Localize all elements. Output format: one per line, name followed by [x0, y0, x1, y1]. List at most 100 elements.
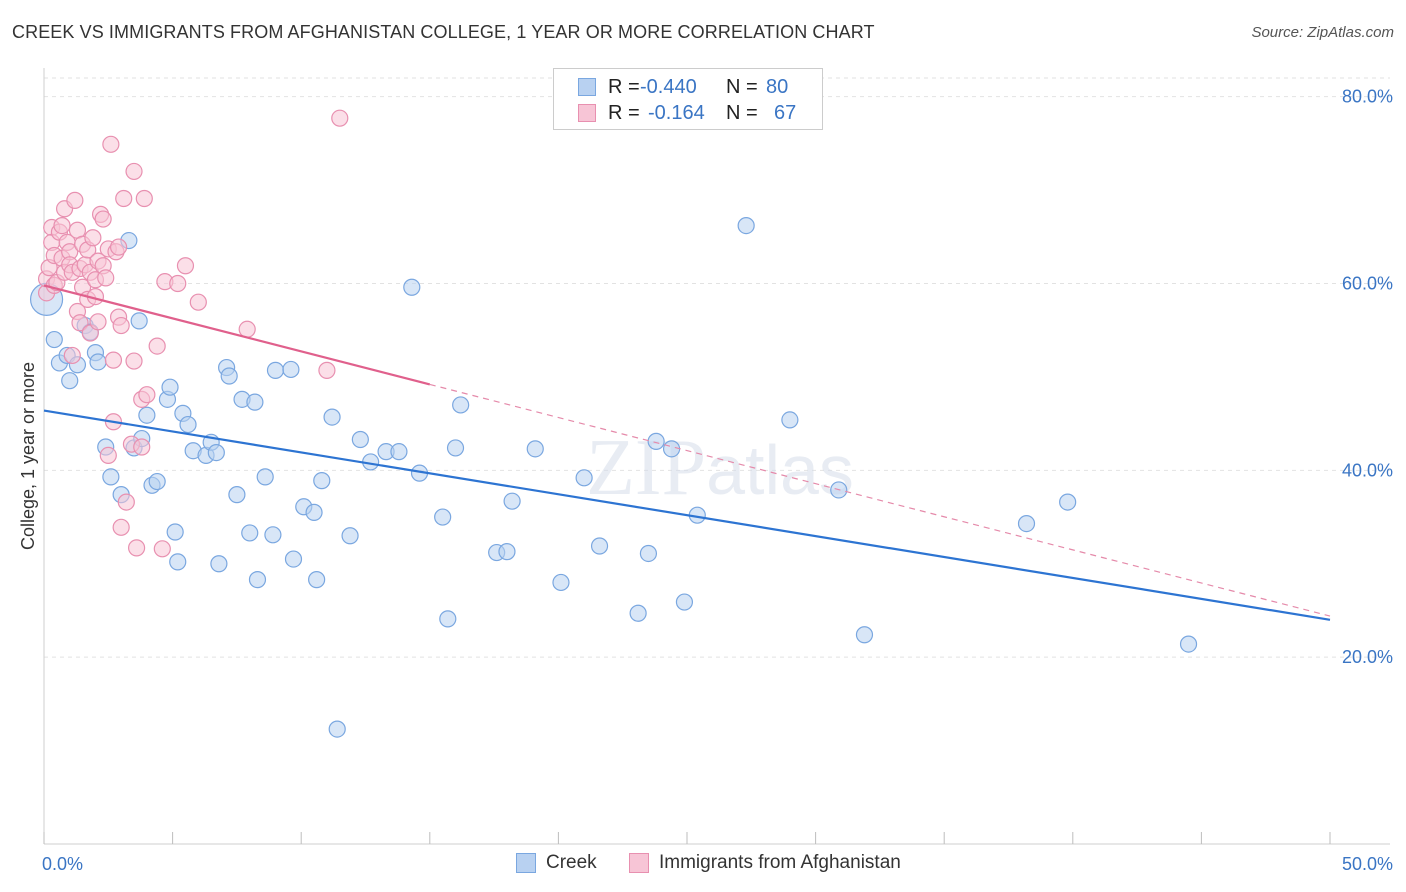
creek-point	[351, 430, 369, 449]
legend-n-label: N =	[726, 75, 758, 98]
creek-point	[284, 550, 303, 568]
creek-point	[207, 443, 225, 462]
creek-point	[179, 415, 197, 434]
afghanistan-point	[125, 162, 143, 181]
bottom-legend-creek: Creek	[516, 852, 597, 874]
creek-point	[552, 573, 570, 592]
axes	[43, 68, 1390, 845]
creek-point	[102, 468, 120, 486]
creek-point	[452, 396, 470, 414]
creek-point	[575, 469, 593, 487]
afghanistan-trend-extension	[429, 383, 1331, 617]
series-creek	[29, 216, 1198, 738]
watermark: ZIPatlas	[586, 424, 854, 512]
x-tick-labels: 0.0% 50.0%	[42, 854, 1393, 874]
legend-r-label: R =	[608, 101, 640, 124]
creek-point	[246, 393, 264, 411]
creek-point	[503, 492, 521, 510]
source-label: Source: ZipAtlas.com	[1251, 24, 1394, 41]
creek-trend-line	[43, 409, 1331, 621]
creek-point	[390, 443, 408, 461]
creek-point	[308, 571, 326, 589]
afghanistan-point	[153, 540, 171, 558]
afghanistan-point	[71, 314, 89, 332]
afghanistan-trend-line	[43, 284, 431, 386]
creek-point	[737, 216, 755, 235]
x-tick-label: 50.0%	[1342, 854, 1393, 874]
afghanistan-point	[104, 351, 123, 369]
afghanistan-point	[127, 539, 146, 557]
x-tick-label: 0.0%	[42, 854, 83, 874]
afghanistan-point	[99, 446, 117, 464]
creek-point	[264, 526, 282, 544]
creek-point	[241, 524, 259, 542]
afghanistan-point	[109, 238, 128, 256]
creek-point	[210, 555, 228, 573]
legend-r-value: -0.164	[648, 101, 705, 124]
afghanistan-point	[112, 316, 130, 335]
y-tick-label: 60.0%	[1342, 274, 1393, 294]
afghanistan-point	[66, 191, 84, 209]
creek-point	[169, 553, 187, 571]
afghanistan-point	[331, 109, 349, 127]
creek-point	[341, 527, 359, 545]
creek-point	[639, 544, 658, 563]
y-tick-label: 40.0%	[1342, 460, 1393, 480]
creek-point	[590, 537, 609, 555]
creek-point	[498, 543, 516, 561]
creek-point	[629, 604, 647, 622]
creek-point	[220, 367, 238, 385]
y-tick-labels: 20.0% 40.0% 60.0% 80.0%	[1342, 87, 1393, 667]
afghanistan-point	[89, 313, 107, 331]
y-tick-label: 80.0%	[1342, 87, 1393, 107]
afghanistan-point	[97, 269, 115, 287]
creek-point	[61, 372, 79, 390]
afghanistan-point	[238, 320, 256, 338]
afghanistan-point	[84, 229, 102, 247]
creek-point	[1017, 514, 1036, 533]
creek-point	[138, 406, 156, 424]
legend-n-value: 67	[774, 101, 797, 124]
creek-point	[526, 440, 544, 458]
creek-point	[282, 360, 300, 379]
creek-point	[439, 610, 457, 628]
creek-point	[1179, 635, 1198, 653]
creek-point	[248, 571, 267, 589]
afghanistan-point	[125, 352, 143, 370]
creek-point	[434, 508, 452, 526]
bottom-legend-swatch-afghanistan	[629, 853, 649, 873]
creek-point	[161, 378, 179, 396]
creek-point	[130, 312, 148, 330]
afghanistan-point	[138, 386, 156, 404]
stats-legend: R = -0.440 N = 80 R = -0.164 N = 67	[553, 68, 823, 130]
legend-r-label: R =	[608, 75, 640, 98]
creek-point	[45, 330, 63, 349]
creek-point	[166, 523, 184, 541]
legend-swatch-afghanistan	[578, 104, 596, 122]
bottom-legend-label-creek: Creek	[546, 852, 597, 873]
creek-point	[675, 593, 694, 611]
creek-point	[256, 468, 274, 486]
creek-point	[446, 439, 465, 457]
afghanistan-point	[189, 293, 207, 311]
creek-point	[855, 626, 874, 644]
creek-point	[313, 472, 331, 490]
legend-n-label: N =	[726, 101, 758, 124]
trend-lines	[43, 284, 1331, 621]
series-immigrants-afghanistan	[37, 109, 349, 558]
creek-point	[403, 278, 421, 296]
creek-point	[1059, 493, 1077, 511]
bottom-legend-afghanistan: Immigrants from Afghanistan	[629, 852, 901, 874]
bottom-legend-label-afghanistan: Immigrants from Afghanistan	[659, 852, 901, 873]
creek-point	[328, 720, 346, 738]
grid-lines	[44, 77, 1390, 658]
creek-point	[323, 408, 341, 426]
legend-swatch-creek	[578, 78, 596, 96]
creek-point	[781, 411, 799, 429]
chart-title: CREEK VS IMMIGRANTS FROM AFGHANISTAN COL…	[12, 22, 875, 42]
bottom-legend-swatch-creek	[516, 853, 536, 873]
creek-point	[89, 353, 107, 371]
afghanistan-point	[176, 257, 195, 275]
legend-n-value: 80	[766, 75, 789, 98]
